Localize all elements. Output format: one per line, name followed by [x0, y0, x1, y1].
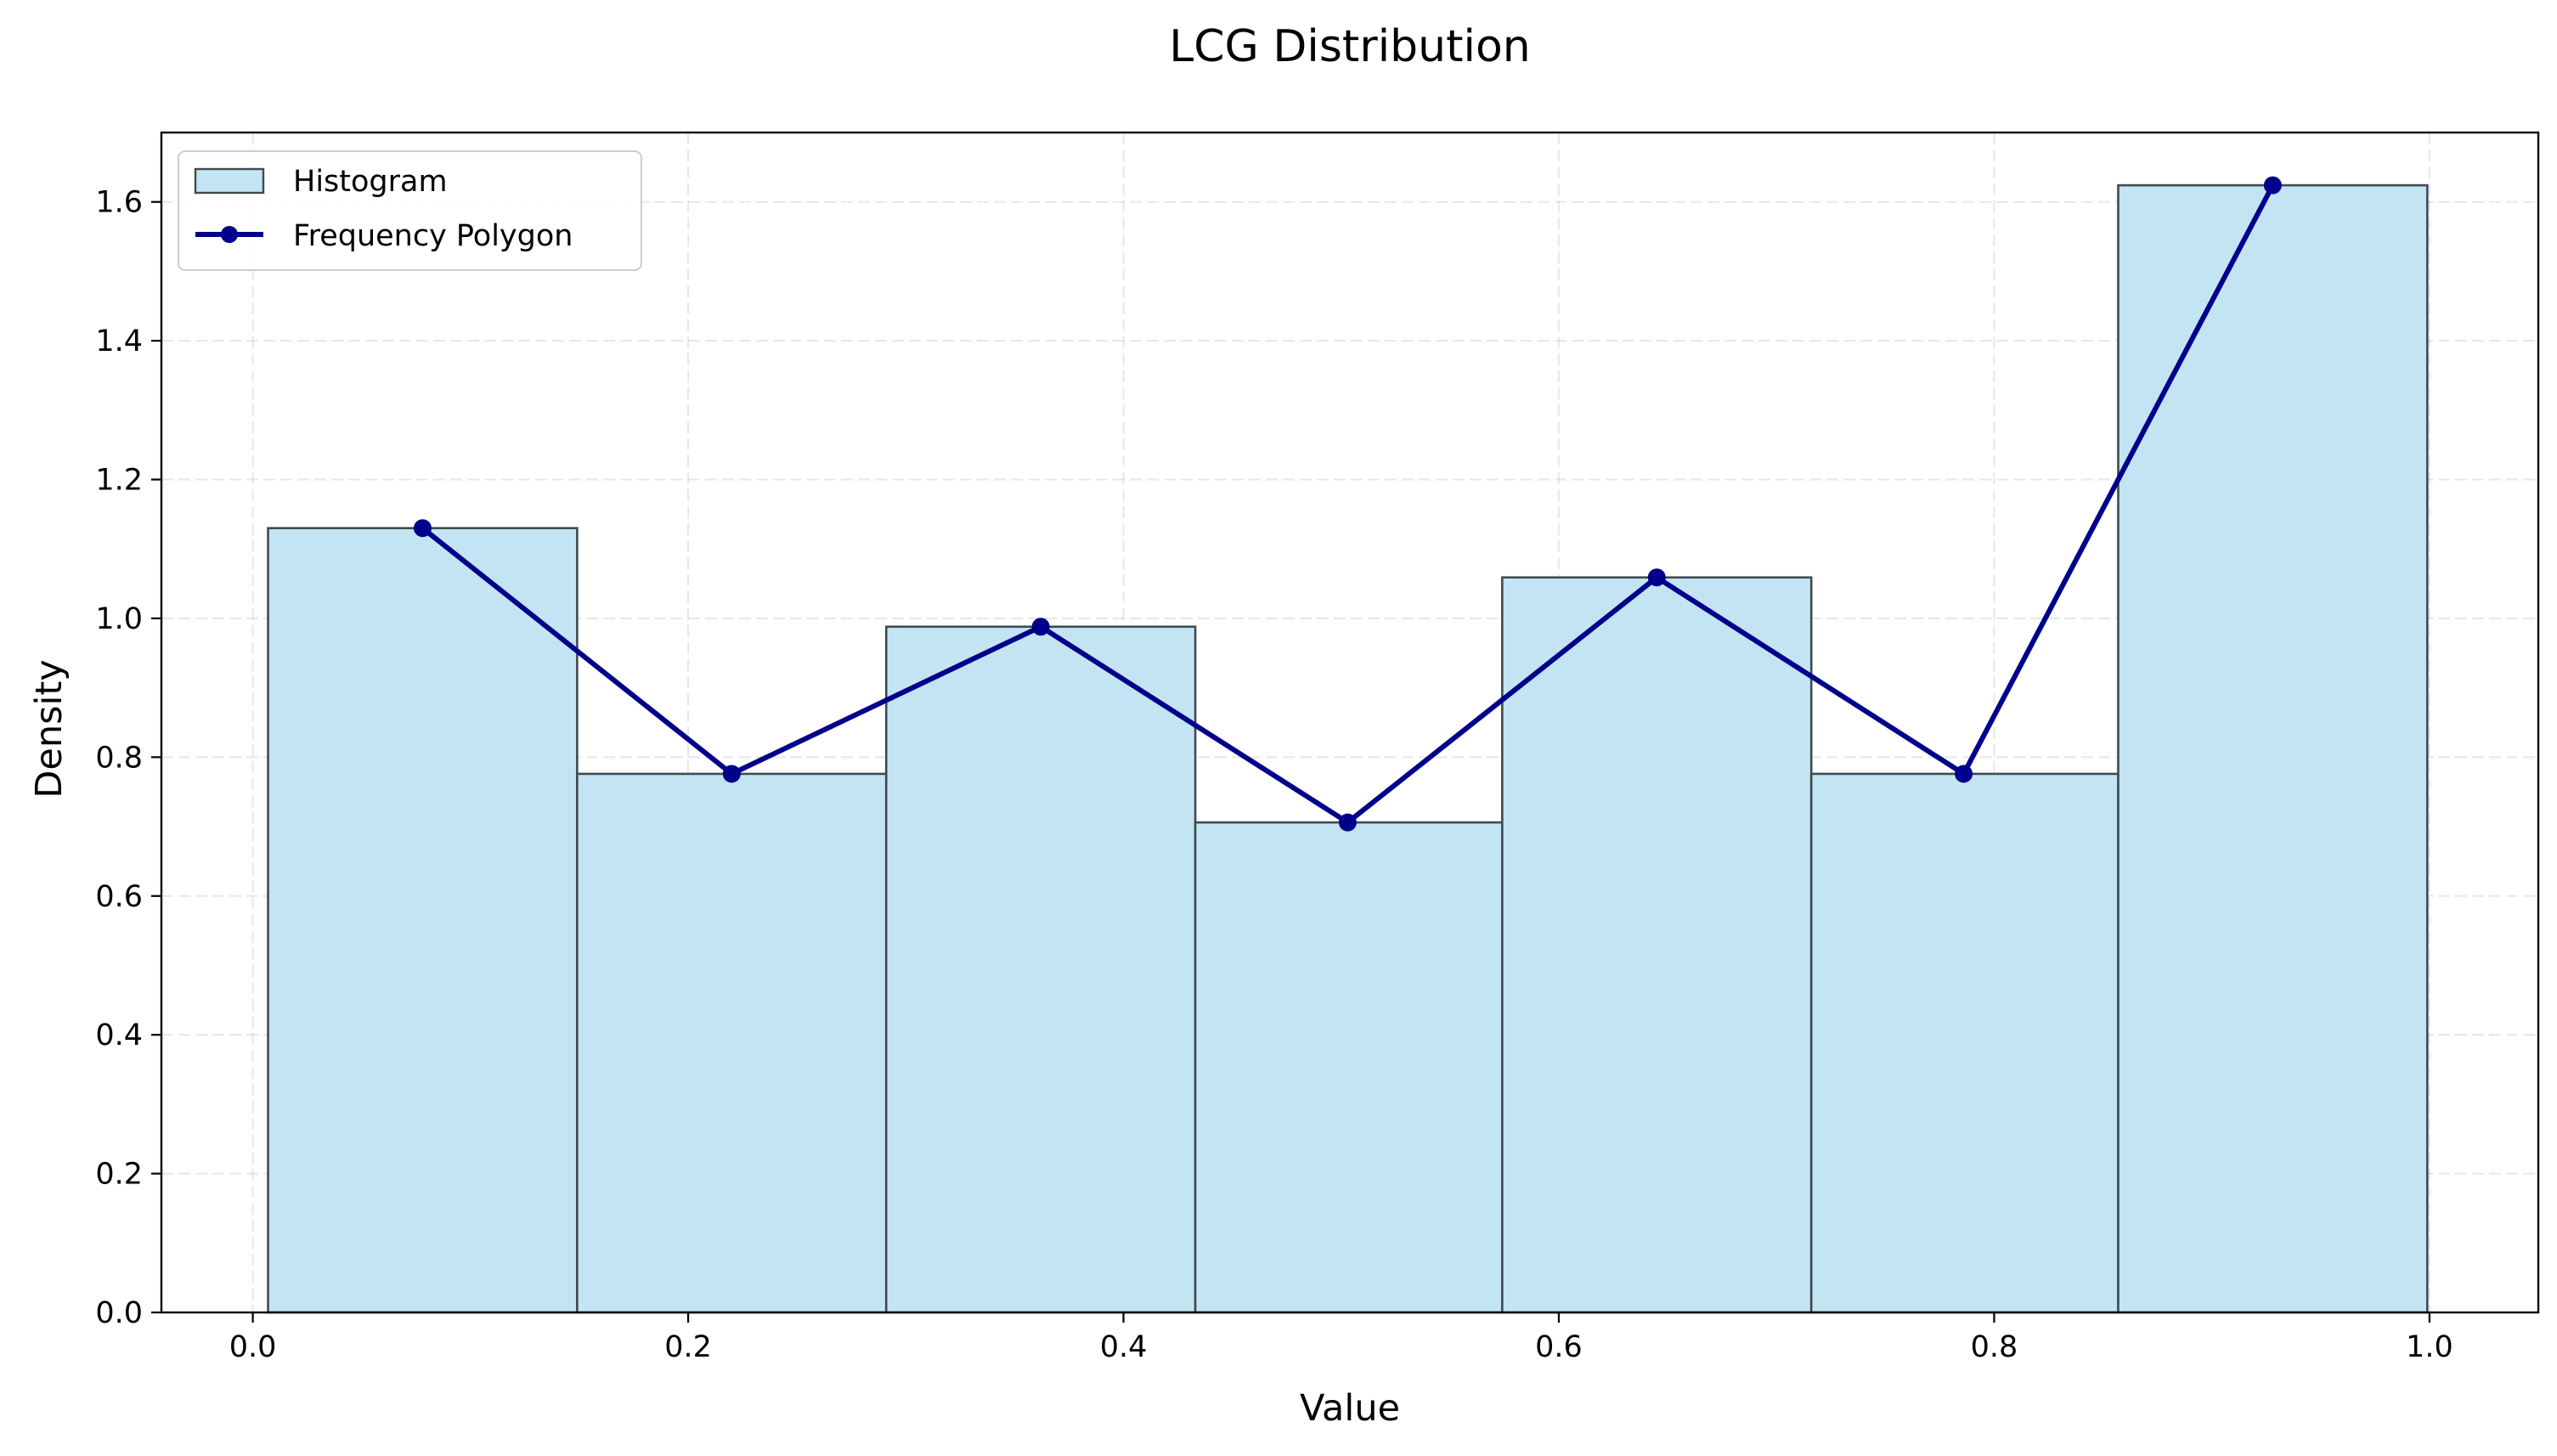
legend-polygon-label: Frequency Polygon — [293, 219, 573, 253]
histogram-bar — [576, 772, 888, 1314]
frequency-polygon-point — [1338, 813, 1357, 832]
x-tick-label: 0.2 — [664, 1330, 712, 1364]
frequency-polygon-point — [1031, 618, 1050, 636]
x-axis-title: Value — [1300, 1387, 1400, 1430]
y-tick-label: 1.2 — [95, 464, 143, 498]
y-axis-title: Density — [28, 659, 71, 798]
y-tick-label: 1.6 — [95, 186, 143, 220]
x-tick-label: 1.0 — [2406, 1330, 2453, 1364]
y-tick-label: 0.0 — [95, 1296, 143, 1330]
y-tick-label: 1.4 — [95, 324, 143, 358]
legend: Histogram Frequency Polygon — [178, 150, 642, 271]
frequency-polygon — [413, 176, 2282, 832]
legend-histogram-label: Histogram — [293, 165, 448, 199]
legend-frame — [178, 150, 642, 271]
y-tick-label: 0.8 — [95, 741, 143, 775]
frequency-polygon-point — [1647, 568, 1666, 587]
x-tick-label: 0.0 — [229, 1330, 277, 1364]
histogram-bar — [1809, 772, 2120, 1314]
histogram-bars — [267, 183, 2429, 1314]
x-tick-label: 0.6 — [1535, 1330, 1583, 1364]
x-tick-label: 0.4 — [1100, 1330, 1148, 1364]
y-tick-label: 0.2 — [95, 1158, 143, 1192]
y-tick-label: 1.0 — [95, 602, 143, 636]
histogram-bar — [1194, 821, 1504, 1314]
frequency-polygon-point — [2263, 176, 2282, 195]
x-tick-label: 0.8 — [1971, 1330, 2018, 1364]
frequency-polygon-point — [722, 765, 741, 783]
histogram-bar — [884, 625, 1197, 1314]
histogram-bar — [1501, 576, 1813, 1314]
legend-histogram-swatch — [194, 167, 265, 195]
histogram-bar — [2117, 183, 2429, 1314]
frequency-polygon-point — [1955, 765, 1973, 783]
legend-polygon-marker — [221, 226, 238, 243]
y-tick-label: 0.6 — [95, 880, 143, 914]
axis-ticks: 0.0 0.2 0.4 0.6 0.8 1.0 0.0 0.2 0.4 0.6 0.8 1.0 1.2 1… — [95, 186, 2453, 1364]
histogram-bar — [267, 527, 579, 1314]
frequency-polygon-point — [413, 519, 432, 538]
y-tick-label: 0.4 — [95, 1019, 143, 1052]
plot-frame — [160, 131, 2540, 1314]
chart-title: LCG Distribution — [1169, 21, 1530, 72]
